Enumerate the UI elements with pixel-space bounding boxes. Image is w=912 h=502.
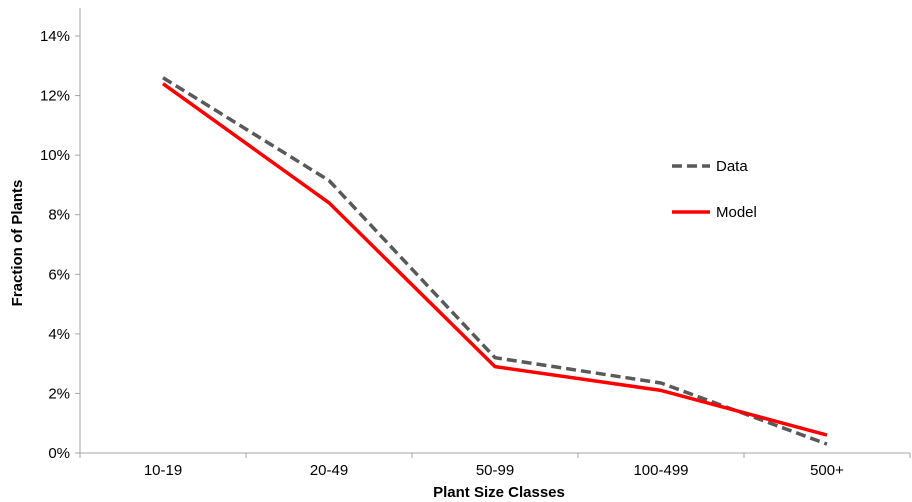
x-axis-title: Plant Size Classes [433,484,565,501]
legend: Data Model [672,158,757,221]
y-tick-label: 12% [40,88,70,105]
legend-label-data: Data [716,158,748,175]
y-tick-label: 6% [48,266,70,283]
x-tick-label: 10-19 [144,462,182,479]
y-tick-label: 4% [48,326,70,343]
series-layer [161,76,828,446]
x-tick-label: 100-499 [633,462,688,479]
x-tick-label: 50-99 [476,462,514,479]
y-tick-label: 8% [48,207,70,224]
y-tick-label: 14% [40,28,70,45]
y-tick-label: 10% [40,147,70,164]
x-axis: 10-19 20-49 50-99 100-499 500+ [79,452,911,479]
y-tick-label: 2% [48,385,70,402]
y-axis-title: Fraction of Plants [9,180,26,307]
series-line-model [161,82,828,437]
x-tick-label: 500+ [810,462,844,479]
y-axis: 0% 2% 4% 6% 8% 10% 12% 14% [40,8,81,462]
series-line-data [162,76,828,446]
y-tick-label: 0% [48,445,70,462]
x-tick-label: 20-49 [310,462,348,479]
legend-label-model: Model [716,204,757,221]
